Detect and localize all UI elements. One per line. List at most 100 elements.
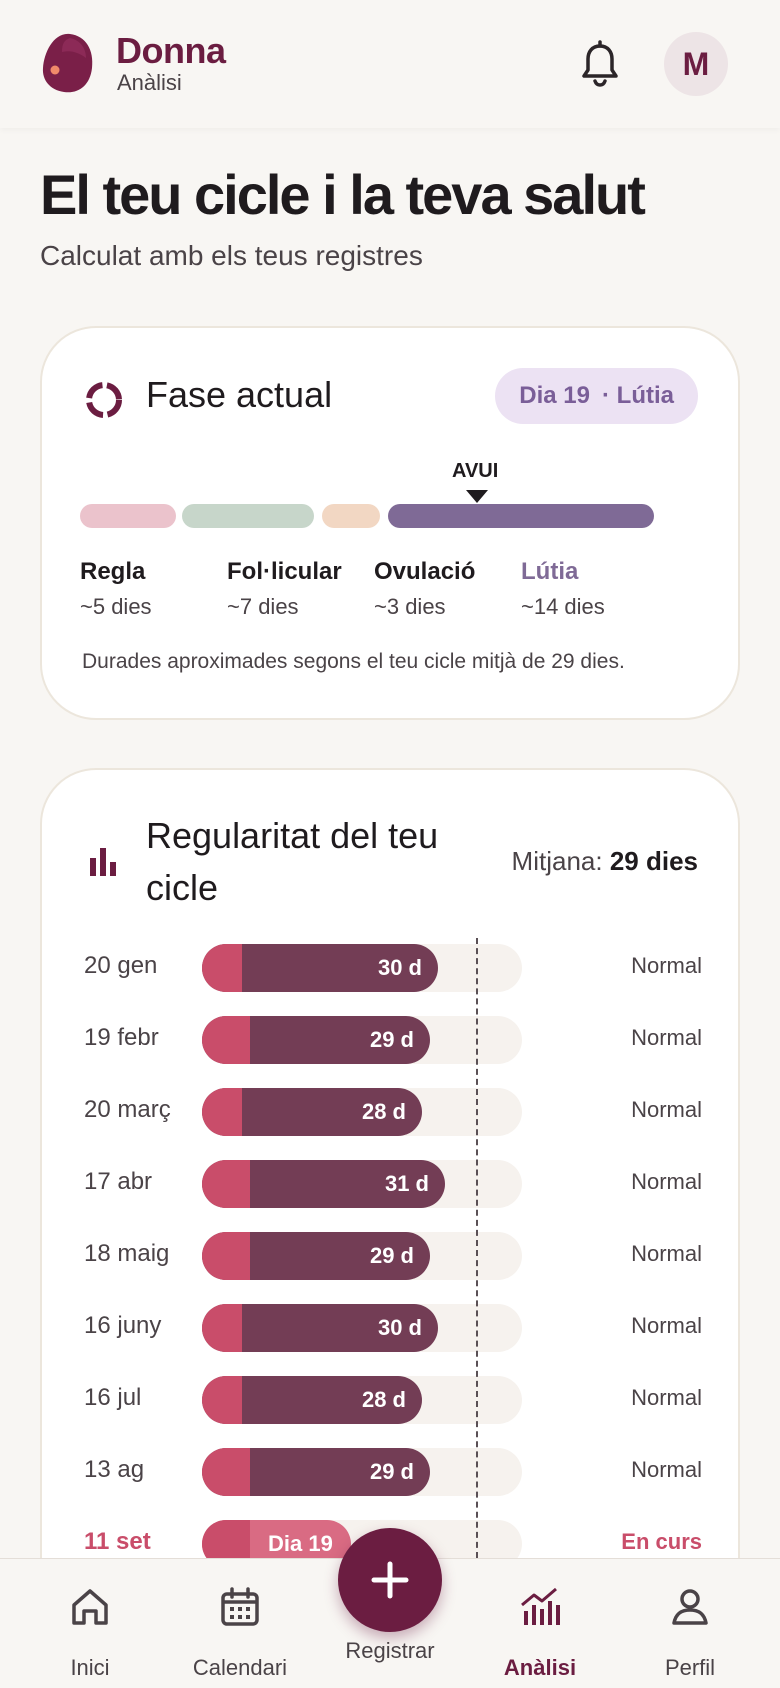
current-day-label: Dia 19 (519, 382, 590, 409)
nav-label: Calendari (192, 1655, 288, 1680)
cycle-row: 20 gen 30 d Normal (42, 944, 742, 992)
phase-days: ~5 dies (80, 594, 152, 619)
cycle-row: 17 abr 31 d Normal (42, 1160, 742, 1208)
cycle-start-date: 18 maig (84, 1240, 170, 1267)
today-marker-label: AVUI (452, 460, 499, 482)
cycle-status: Normal (631, 1025, 702, 1050)
cycle-start-date: 13 ag (84, 1456, 145, 1483)
period-segment (202, 1304, 242, 1352)
phase-card-title: Fase actual (146, 374, 333, 415)
cycle-length-value: 28 d (361, 1099, 406, 1124)
cycle-length-bar: 31 d (202, 1160, 445, 1208)
current-phase-label: · Lútia (602, 382, 674, 409)
cycle-length-bar: 29 d (202, 1448, 430, 1496)
average-cycle: Mitjana: 29 dies (512, 846, 698, 877)
bar-chart-icon (90, 848, 116, 876)
cycle-regularity-card: Regularitat del teu cicle Mitjana: 29 di… (40, 768, 740, 1688)
period-segment (202, 1232, 250, 1280)
current-phase-badge: Dia 19 · Lútia (495, 368, 698, 424)
cycle-status: En curs (621, 1529, 702, 1554)
phase-name: Lútia (521, 558, 579, 585)
cycle-length-bar: 29 d (202, 1016, 430, 1064)
app-header: Donna Anàlisi M (0, 0, 780, 128)
phase-days: ~14 dies (521, 594, 605, 619)
nav-label: Anàlisi (503, 1655, 577, 1680)
cycle-status: Normal (631, 953, 702, 978)
phase-legend-follicular: Fol·licular ~7 dies (227, 558, 387, 620)
cycle-status: Normal (631, 1457, 702, 1482)
cycle-status: Normal (631, 1385, 702, 1410)
phase-days: ~3 dies (374, 594, 446, 619)
phase-name: Regla (80, 558, 146, 585)
cycle-length-value: Dia 19 (268, 1531, 333, 1556)
cycle-length-bar: 28 d (202, 1088, 422, 1136)
today-marker-arrow-icon (466, 490, 488, 503)
cycle-start-date: 16 jul (84, 1384, 142, 1411)
cycle-length-bar: 30 d (202, 944, 438, 992)
cycle-start-date: 16 juny (84, 1312, 162, 1339)
cycle-status: Normal (631, 1241, 702, 1266)
cycle-start-date: 17 abr (84, 1168, 153, 1195)
phase-bar-luteal (388, 504, 654, 528)
calendar-icon (221, 1587, 259, 1626)
cycle-status: Normal (631, 1169, 702, 1194)
cycle-start-date: 11 set (84, 1528, 151, 1555)
analytics-icon (521, 1587, 560, 1625)
cycle-length-bar: 29 d (202, 1232, 430, 1280)
regularity-title: Regularitat del teu cicle (146, 815, 439, 908)
cycle-start-date: 20 gen (84, 952, 158, 979)
phase-name: Fol·licular (227, 558, 342, 585)
section-name: Anàlisi (117, 70, 182, 95)
phase-bar-period (80, 504, 176, 528)
nav-item-analysis[interactable]: Anàlisi (465, 1559, 615, 1688)
cycle-length-value: 31 d (384, 1171, 429, 1196)
cycle-start-date: 19 febr (84, 1024, 159, 1051)
current-phase-card: Fase actual Dia 19 · Lútia AVUI Regla ~5… (40, 326, 740, 720)
period-segment (202, 1016, 250, 1064)
register-label: Registrar (345, 1638, 435, 1663)
nav-label: Perfil (664, 1655, 716, 1680)
brand-name: Donna (116, 30, 226, 71)
phase-legend-period: Regla ~5 dies (80, 558, 240, 620)
period-segment (202, 1448, 250, 1496)
cycle-row: 16 juny 30 d Normal (42, 1304, 742, 1352)
phase-note: Durades aproximades segons el teu cicle … (82, 650, 625, 673)
cycle-row: 16 jul 28 d Normal (42, 1376, 742, 1424)
cycle-length-value: 30 d (377, 955, 422, 980)
donna-logo-icon (42, 33, 93, 93)
nav-item-calendar[interactable]: Calendari (165, 1559, 315, 1688)
cycle-length-value: 29 d (369, 1027, 414, 1052)
cycle-start-date: 20 març (84, 1096, 171, 1123)
page-title: El teu cicle i la teva salut (40, 163, 646, 226)
cycle-row: 19 febr 29 d Normal (42, 1016, 742, 1064)
cycle-length-value: 28 d (361, 1387, 406, 1412)
register-button[interactable] (338, 1528, 442, 1632)
period-segment (202, 1376, 242, 1424)
cycle-length-value: 29 d (369, 1459, 414, 1484)
cycle-row: 20 març 28 d Normal (42, 1088, 742, 1136)
phase-bar-follicular (182, 504, 314, 528)
cycle-status: Normal (631, 1097, 702, 1122)
average-label: Mitjana: (511, 846, 603, 876)
phase-legend-luteal: Lútia ~14 dies (521, 558, 681, 620)
avatar[interactable]: M (664, 32, 728, 96)
phase-bar-ovulation (322, 504, 380, 528)
cycle-status: Normal (631, 1313, 702, 1338)
average-value: 29 dies (609, 846, 698, 876)
period-segment (202, 944, 242, 992)
cycle-row: 13 ag 29 d Normal (42, 1448, 742, 1496)
average-reference-line (476, 938, 478, 1558)
period-segment (202, 1160, 250, 1208)
phase-name: Ovulació (374, 558, 476, 585)
period-segment (202, 1088, 242, 1136)
phase-days: ~7 dies (227, 594, 299, 619)
nav-item-home[interactable]: Inici (15, 1559, 165, 1688)
cycle-ring-icon (86, 382, 122, 418)
page-subtitle: Calculat amb els teus registres (40, 240, 423, 271)
notifications-bell-icon[interactable] (578, 40, 622, 88)
cycle-length-value: 29 d (369, 1243, 414, 1268)
nav-item-profile[interactable]: Perfil (615, 1559, 765, 1688)
cycle-length-bar: 30 d (202, 1304, 438, 1352)
home-icon (72, 1589, 108, 1625)
plus-icon (371, 1561, 409, 1599)
